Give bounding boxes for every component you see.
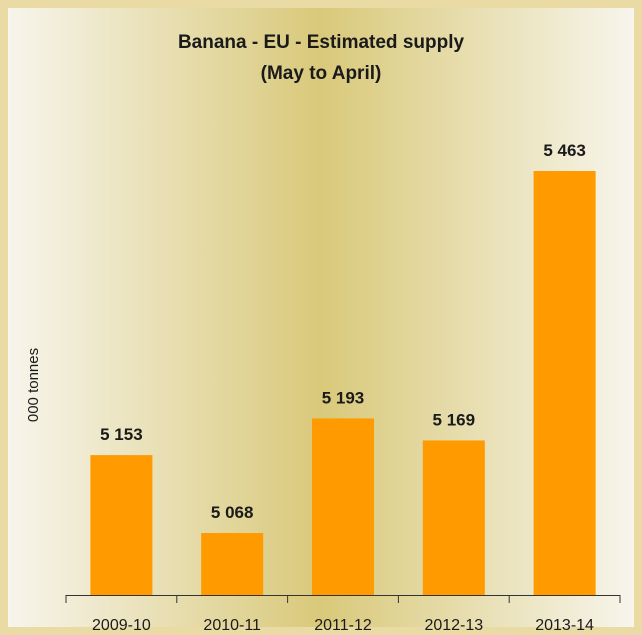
bar-2011-12 [312,418,374,595]
x-tick-label-2013-14: 2013-14 [535,617,594,634]
x-tick-label-2011-12: 2011-12 [314,617,372,634]
x-axis: 2009-10 2010-11 2011-12 2012-13 2013-14 [65,595,621,634]
bar-2013-14 [533,171,596,595]
data-label-2013-14: 5 463 [543,141,586,160]
x-tick-label-2012-13: 2012-13 [424,617,483,634]
data-label-2010-11: 5 068 [211,503,254,522]
y-axis-label: 000 tonnes [25,348,42,422]
data-label-2011-12: 5 193 [322,388,365,407]
chart-subtitle: (May to April) [261,63,382,84]
data-label-2009-10: 5 153 [100,425,143,444]
bar-2010-11 [201,533,264,595]
data-label-2012-13: 5 169 [433,410,476,429]
x-tick-label-2010-11: 2010-11 [203,617,261,634]
x-tick-label-2009-10: 2009-10 [92,617,151,634]
bars-group: 5 153 5 068 5 193 5 169 5 463 [90,141,596,595]
bar-2009-10 [90,455,153,595]
chart-title: Banana - EU - Estimated supply [178,32,465,53]
bar-2012-13 [422,440,485,595]
